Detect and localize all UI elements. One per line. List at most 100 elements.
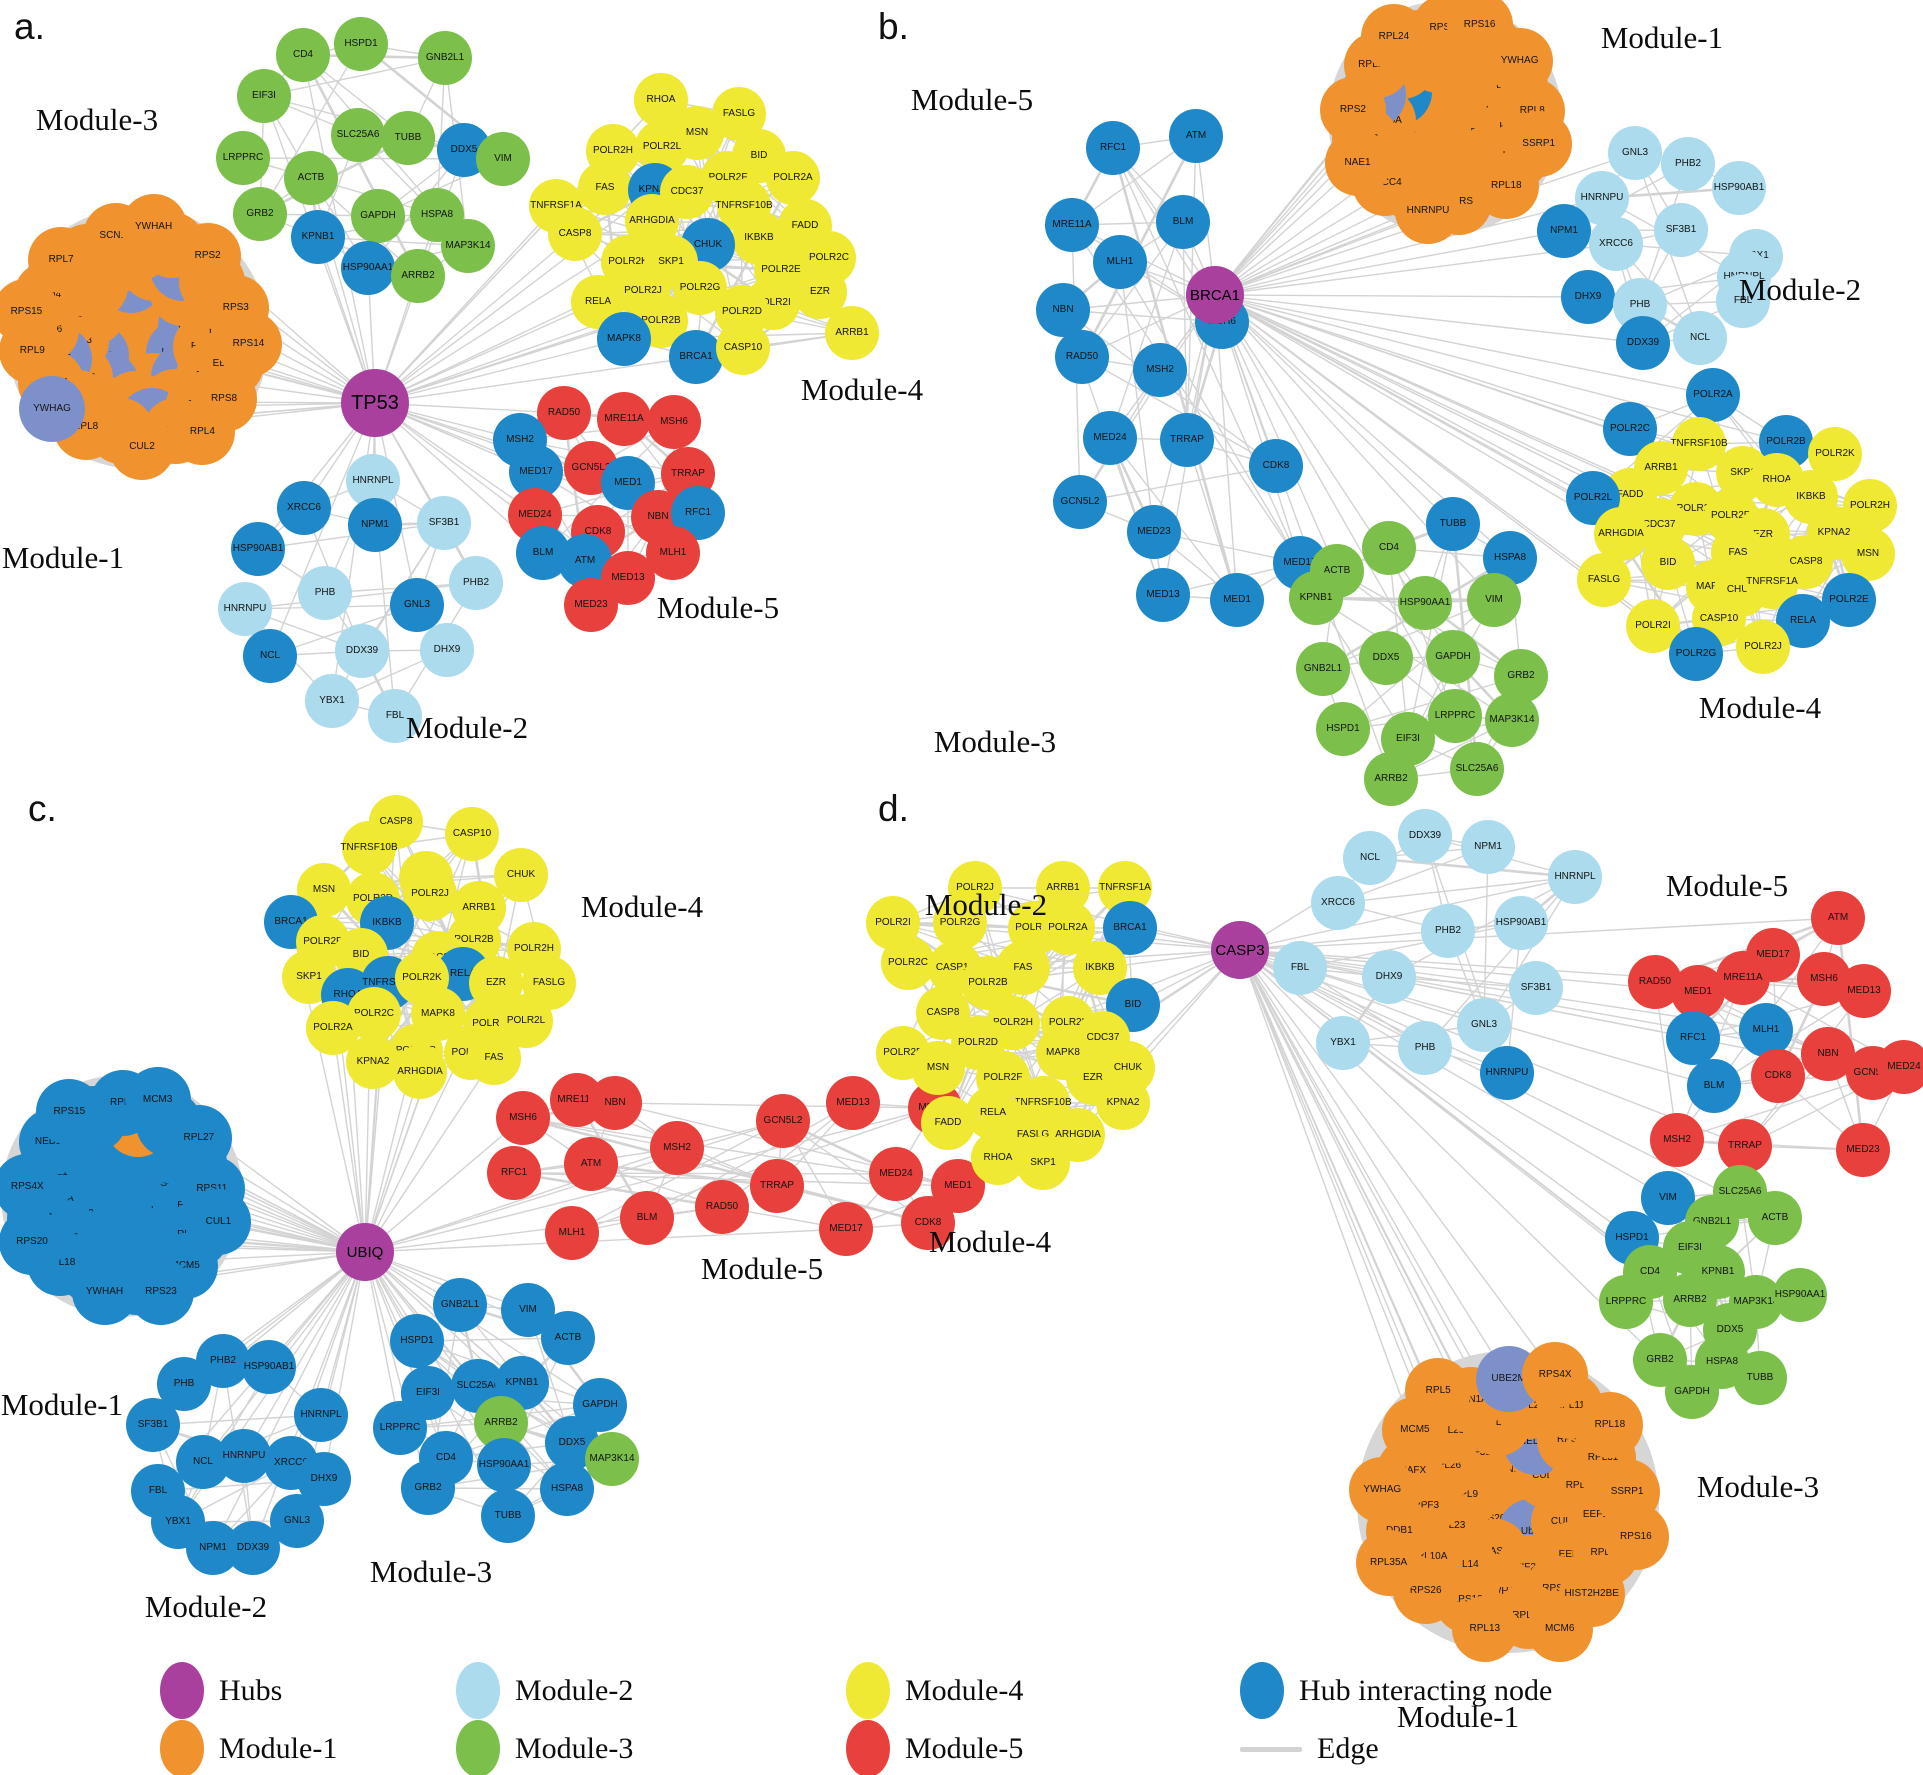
node-brca1[interactable]: BRCA1 xyxy=(669,330,723,384)
node-gnl3[interactable]: GNL3 xyxy=(270,1494,324,1548)
node-atm[interactable]: ATM xyxy=(564,1137,618,1191)
node-cul2[interactable]: CUL2 xyxy=(109,413,175,480)
node-ddx39[interactable]: DDX39 xyxy=(335,624,389,678)
node-gnl3[interactable]: GNL3 xyxy=(390,578,444,632)
node-ddx5[interactable]: DDX5 xyxy=(1359,631,1413,685)
node-mre11a[interactable]: MRE11A xyxy=(597,392,651,446)
node-arhgdia[interactable]: ARHGDIA xyxy=(393,1045,447,1099)
node-med24[interactable]: MED24 xyxy=(1083,411,1137,465)
node-phb[interactable]: PHB xyxy=(1398,1021,1452,1075)
node-rpl13[interactable]: RPL13 xyxy=(1451,1596,1518,1663)
node-mlh1[interactable]: MLH1 xyxy=(646,526,700,580)
node-map3k14[interactable]: MAP3K14 xyxy=(441,219,495,273)
node-rps16[interactable]: RPS16 xyxy=(1446,0,1513,58)
node-gnb2l1[interactable]: GNB2L1 xyxy=(433,1278,487,1332)
node-hsp90ab1[interactable]: HSP90AB1 xyxy=(242,1340,296,1394)
node-rps14[interactable]: RPS14 xyxy=(215,310,282,377)
node-sf3b1[interactable]: SF3B1 xyxy=(126,1398,180,1452)
node-trrap[interactable]: TRRAP xyxy=(750,1159,804,1213)
node-rpl24[interactable]: RPL24 xyxy=(1360,3,1427,70)
node-phb2[interactable]: PHB2 xyxy=(1661,137,1715,191)
node-slc25a6[interactable]: SLC25A6 xyxy=(1450,742,1504,796)
node-msh2[interactable]: MSH2 xyxy=(650,1121,704,1175)
node-casp10[interactable]: CASP10 xyxy=(716,321,770,375)
node-rfc1[interactable]: RFC1 xyxy=(487,1146,541,1200)
node-rpl4[interactable]: RPL4 xyxy=(169,398,236,465)
node-actb[interactable]: ACTB xyxy=(284,151,338,205)
node-rps23[interactable]: RPS23 xyxy=(128,1258,194,1325)
node-cul1[interactable]: CUL1 xyxy=(185,1189,252,1256)
node-ncl[interactable]: NCL xyxy=(1673,311,1727,365)
node-mapk8[interactable]: MAPK8 xyxy=(597,312,651,366)
node-phb2[interactable]: PHB2 xyxy=(449,556,503,610)
node-med13[interactable]: MED13 xyxy=(1136,568,1190,622)
node-kpnb1[interactable]: KPNB1 xyxy=(1289,571,1343,625)
node-gnl3[interactable]: GNL3 xyxy=(1608,126,1662,180)
node-rps15[interactable]: RPS15 xyxy=(0,279,60,346)
node-arhgdia[interactable]: ARHGDIA xyxy=(1594,507,1648,561)
node-polr2c[interactable]: POLR2C xyxy=(881,936,935,990)
node-hsp90ab1[interactable]: HSP90AB1 xyxy=(1712,161,1766,215)
node-actb[interactable]: ACTB xyxy=(1748,1191,1802,1245)
node-rfc1[interactable]: RFC1 xyxy=(1086,121,1140,175)
node-gapdh[interactable]: GAPDH xyxy=(1426,630,1480,684)
node-polr2i[interactable]: POLR2I xyxy=(1626,599,1680,653)
node-ddx39[interactable]: DDX39 xyxy=(1616,316,1670,370)
node-rps4x[interactable]: RPS4X xyxy=(1522,1341,1589,1408)
node-msh2[interactable]: MSH2 xyxy=(1133,343,1187,397)
node-fbl[interactable]: FBL xyxy=(1716,274,1770,328)
node-kpnb1[interactable]: KPNB1 xyxy=(291,210,345,264)
node-fas[interactable]: FAS xyxy=(578,161,632,215)
node-kpna2[interactable]: KPNA2 xyxy=(346,1035,400,1089)
node-hspd1[interactable]: HSPD1 xyxy=(390,1314,444,1368)
node-mre11a[interactable]: MRE11A xyxy=(1045,198,1099,252)
node-casp8[interactable]: CASP8 xyxy=(548,207,602,261)
node-mre11a[interactable]: MRE11A xyxy=(1716,951,1770,1005)
node-msn[interactable]: MSN xyxy=(1841,527,1895,581)
node-lrpprc[interactable]: LRPPRC xyxy=(216,131,270,185)
node-casp10[interactable]: CASP10 xyxy=(445,807,499,861)
node-chuk[interactable]: CHUK xyxy=(494,848,548,902)
node-vim[interactable]: VIM xyxy=(1467,573,1521,627)
node-npm1[interactable]: NPM1 xyxy=(1461,820,1515,874)
node-blm[interactable]: BLM xyxy=(620,1191,674,1245)
node-tnfrsf10b[interactable]: TNFRSF10B xyxy=(340,821,398,875)
node-ybx1[interactable]: YBX1 xyxy=(305,674,359,728)
node-msh2[interactable]: MSH2 xyxy=(1650,1113,1704,1167)
node-med23[interactable]: MED23 xyxy=(564,578,618,632)
node-arrb2[interactable]: ARRB2 xyxy=(1364,752,1418,806)
node-blm[interactable]: BLM xyxy=(1156,195,1210,249)
node-arrb2[interactable]: ARRB2 xyxy=(391,249,445,303)
node-sf3b1[interactable]: SF3B1 xyxy=(1654,203,1708,257)
node-actb[interactable]: ACTB xyxy=(541,1311,595,1365)
node-gcn5l2[interactable]: GCN5L2 xyxy=(756,1094,810,1148)
node-med13[interactable]: MED13 xyxy=(826,1076,880,1130)
node-ssrp1[interactable]: SSRP1 xyxy=(1505,110,1572,177)
node-lrpprc[interactable]: LRPPRC xyxy=(373,1401,427,1455)
node-polr2e[interactable]: POLR2E xyxy=(1822,573,1876,627)
node-ywhah[interactable]: YWHAH xyxy=(71,1259,138,1325)
node-hnrnpu[interactable]: HNRNPU xyxy=(1480,1046,1534,1100)
node-tubb[interactable]: TUBB xyxy=(1426,497,1480,551)
node-ddx39[interactable]: DDX39 xyxy=(1398,809,1452,863)
node-polr2g[interactable]: POLR2G xyxy=(1669,627,1723,681)
node-npm1[interactable]: NPM1 xyxy=(348,498,402,552)
node-gcn5l2[interactable]: GCN5L2 xyxy=(1053,475,1107,529)
node-mlh1[interactable]: MLH1 xyxy=(545,1206,599,1260)
node-polr2a[interactable]: POLR2A xyxy=(1686,368,1740,422)
node-polr2a[interactable]: POLR2A xyxy=(766,151,820,205)
node-ywhag[interactable]: YWHAG xyxy=(1349,1457,1416,1524)
hub-ubiq[interactable]: UBIQ xyxy=(336,1223,394,1281)
node-gnb2l1[interactable]: GNB2L1 xyxy=(418,31,472,85)
node-med1[interactable]: MED1 xyxy=(1210,573,1264,627)
node-gapdh[interactable]: GAPDH xyxy=(1665,1365,1719,1419)
node-fas[interactable]: FAS xyxy=(467,1031,521,1085)
node-rps15[interactable]: RPS15 xyxy=(36,1079,103,1146)
node-ncl[interactable]: NCL xyxy=(1343,831,1397,885)
node-tubb[interactable]: TUBB xyxy=(481,1489,535,1543)
node-gapdh[interactable]: GAPDH xyxy=(351,189,405,243)
node-rps20[interactable]: RPS20 xyxy=(0,1209,65,1276)
node-mcm3[interactable]: MCM3 xyxy=(124,1067,191,1134)
node-trrap[interactable]: TRRAP xyxy=(1718,1119,1772,1173)
node-med24[interactable]: MED24 xyxy=(869,1147,923,1201)
